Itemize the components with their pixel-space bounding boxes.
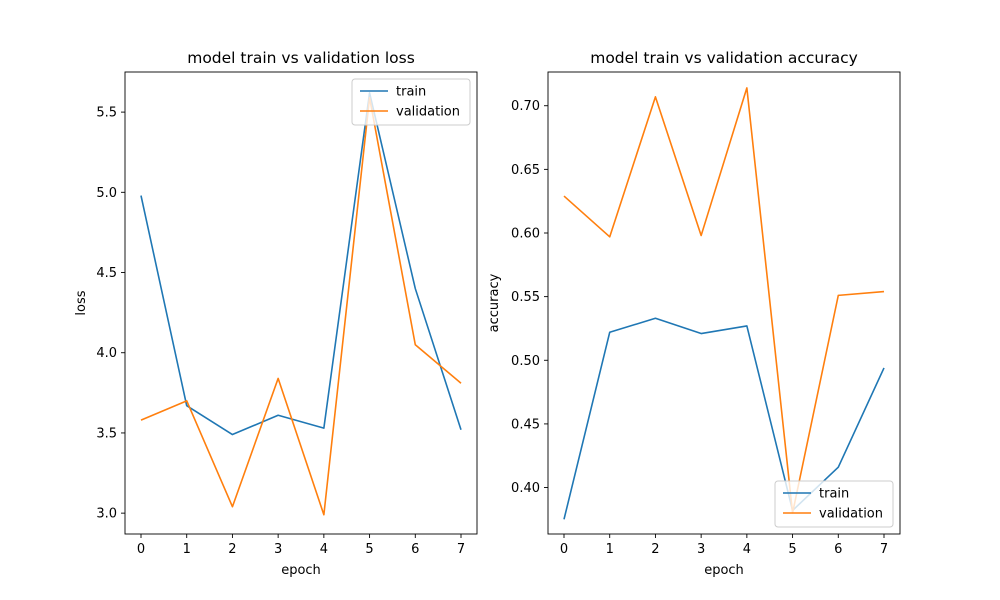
chart-title: model train vs validation loss <box>187 49 415 67</box>
x-tick-label: 0 <box>137 542 145 557</box>
x-tick-label: 5 <box>788 542 796 557</box>
legend-label-train: train <box>819 487 849 502</box>
series-line-validation <box>140 96 462 516</box>
x-axis-label: epoch <box>704 563 744 578</box>
x-tick-label: 6 <box>411 542 419 557</box>
series-line-train <box>140 92 462 436</box>
y-tick-label: 0.50 <box>511 354 540 369</box>
y-tick-label: 5.5 <box>96 106 117 121</box>
legend-label-validation: validation <box>396 105 460 120</box>
y-tick-label: 4.5 <box>96 266 117 281</box>
y-tick-label: 4.0 <box>96 346 117 361</box>
chart-panel-1: 0 1 2 3 4 5 6 7 0.40 0.45 0.50 0.55 0.60 0.65 0.70 mode… <box>487 49 901 578</box>
y-tick-label: 0.55 <box>511 290 540 305</box>
y-tick-label: 0.70 <box>511 99 540 114</box>
y-tick-label: 0.65 <box>511 163 540 178</box>
x-tick-label: 4 <box>320 542 328 557</box>
x-tick-label: 3 <box>274 542 282 557</box>
y-tick-label: 0.45 <box>511 417 540 432</box>
plot-frame <box>124 71 478 535</box>
y-tick-label: 3.5 <box>96 426 117 441</box>
chart-panel-0: 0 1 2 3 4 5 6 7 3.0 3.5 4.0 4.5 5.0 5.5 model train vs… <box>74 49 478 578</box>
x-tick-label: 0 <box>560 542 568 557</box>
x-tick-label: 1 <box>183 542 191 557</box>
x-tick-label: 1 <box>606 542 614 557</box>
series-line-train <box>563 317 885 520</box>
chart-title: model train vs validation accuracy <box>590 49 858 67</box>
legend: train validation <box>351 78 471 126</box>
y-tick-label: 5.0 <box>96 186 117 201</box>
x-tick-label: 2 <box>651 542 659 557</box>
x-tick-label: 7 <box>457 542 465 557</box>
y-tick-label: 0.40 <box>511 481 540 496</box>
x-tick-label: 5 <box>365 542 373 557</box>
series-line-validation <box>563 87 885 514</box>
x-tick-label: 2 <box>228 542 236 557</box>
x-tick-label: 7 <box>880 542 888 557</box>
x-tick-label: 6 <box>834 542 842 557</box>
y-tick-label: 0.60 <box>511 227 540 242</box>
legend: train validation <box>774 480 894 528</box>
y-tick-label: 3.0 <box>96 507 117 522</box>
x-tick-label: 3 <box>697 542 705 557</box>
y-axis-label: accuracy <box>487 273 502 332</box>
x-tick-label: 4 <box>743 542 751 557</box>
plot-frame <box>547 71 901 535</box>
y-axis-label: loss <box>74 290 89 315</box>
legend-label-train: train <box>396 85 426 100</box>
legend-label-validation: validation <box>819 507 883 522</box>
x-axis-label: epoch <box>281 563 321 578</box>
